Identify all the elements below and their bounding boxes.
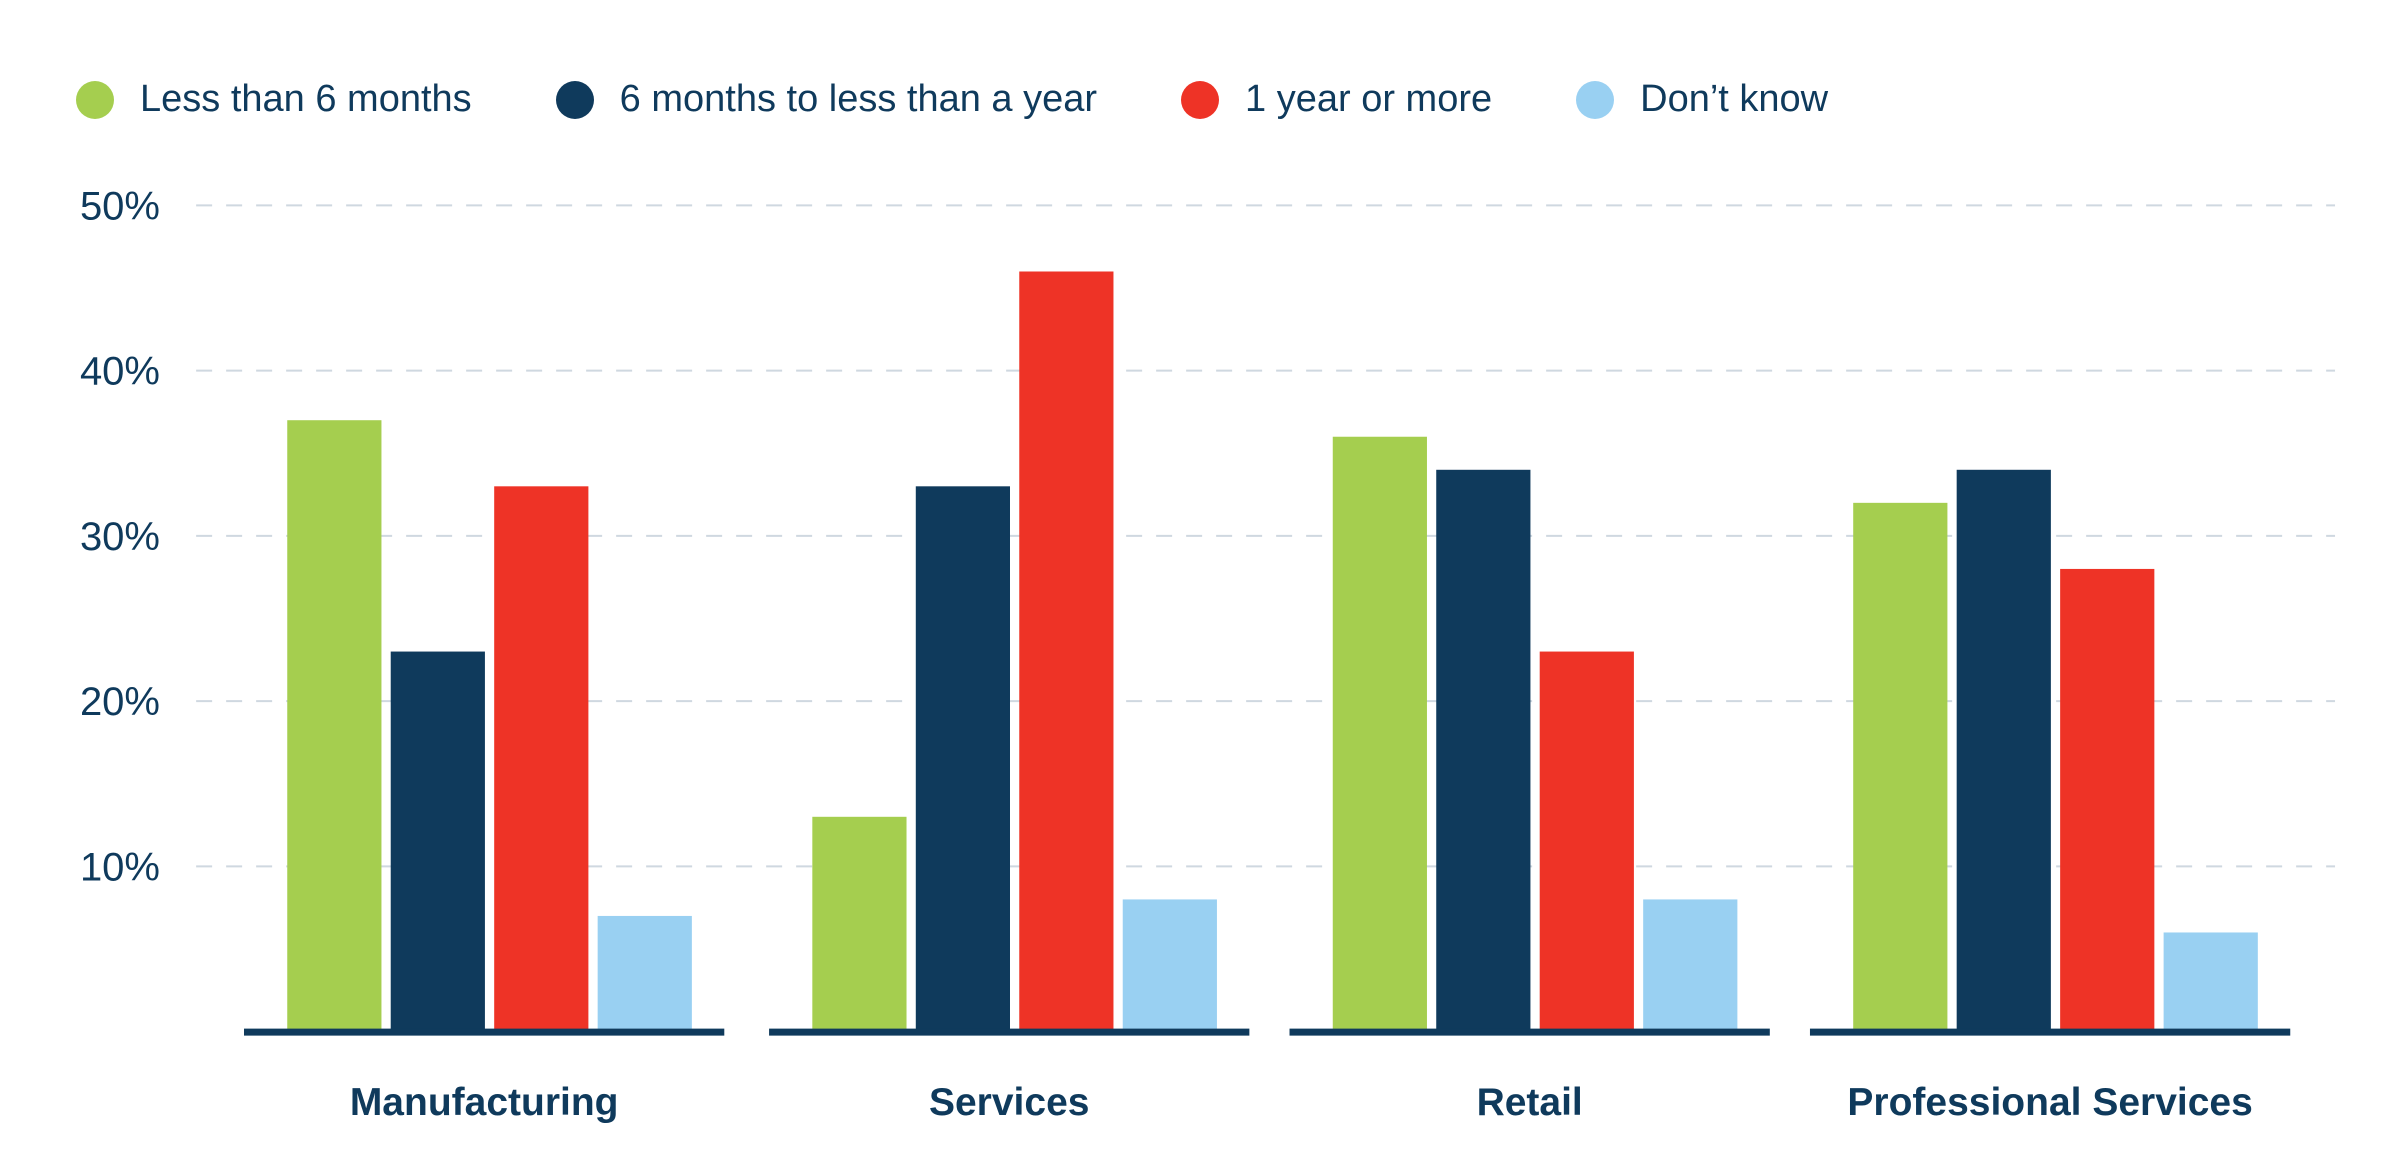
bar (812, 816, 907, 1032)
x-axis-baseline (1809, 1028, 2291, 1036)
legend-swatch-icon (1181, 80, 1220, 119)
legend-label: 1 year or more (1245, 78, 1493, 120)
y-tick-label: 40% (80, 350, 160, 394)
legend-label: Don’t know (1640, 78, 1829, 120)
y-tick-label: 10% (80, 845, 160, 889)
bar (1643, 899, 1738, 1032)
x-axis-baseline (1289, 1028, 1770, 1036)
x-axis-baseline (244, 1028, 725, 1036)
y-tick-label: 20% (80, 680, 160, 724)
x-axis-baseline (769, 1028, 1250, 1036)
bar (2163, 932, 2258, 1032)
bar (494, 486, 589, 1032)
bar (915, 486, 1010, 1032)
bar (1956, 469, 2051, 1032)
legend-swatch-icon (555, 80, 594, 119)
x-category-label: Professional Services (1847, 1081, 2252, 1124)
bar (1853, 502, 1948, 1032)
y-tick-label: 30% (80, 515, 160, 559)
x-category-label: Manufacturing (350, 1081, 619, 1124)
legend-item-less-than-6-months: Less than 6 months (76, 78, 472, 121)
bar (1122, 899, 1217, 1032)
bar (1436, 469, 1531, 1032)
bar (597, 915, 692, 1032)
bar (390, 651, 485, 1032)
bar (1539, 651, 1634, 1032)
legend-item-6-months-to-less-than-a-year: 6 months to less than a year (555, 78, 1098, 121)
legend-label: Less than 6 months (140, 78, 472, 120)
bar (1332, 436, 1427, 1032)
bar (287, 420, 382, 1032)
legend-item-1-year-or-more: 1 year or more (1181, 78, 1492, 121)
bar (2060, 568, 2155, 1032)
x-category-label: Retail (1477, 1081, 1583, 1124)
x-category-label: Services (929, 1081, 1089, 1124)
bar (1019, 271, 1114, 1032)
legend-label: 6 months to less than a year (619, 78, 1098, 120)
legend-swatch-icon (1576, 80, 1615, 119)
legend: Less than 6 months 6 months to less than… (76, 78, 1912, 121)
legend-item-dont-know: Don’t know (1576, 78, 1828, 121)
y-tick-label: 50% (80, 184, 160, 228)
legend-swatch-icon (76, 80, 114, 119)
